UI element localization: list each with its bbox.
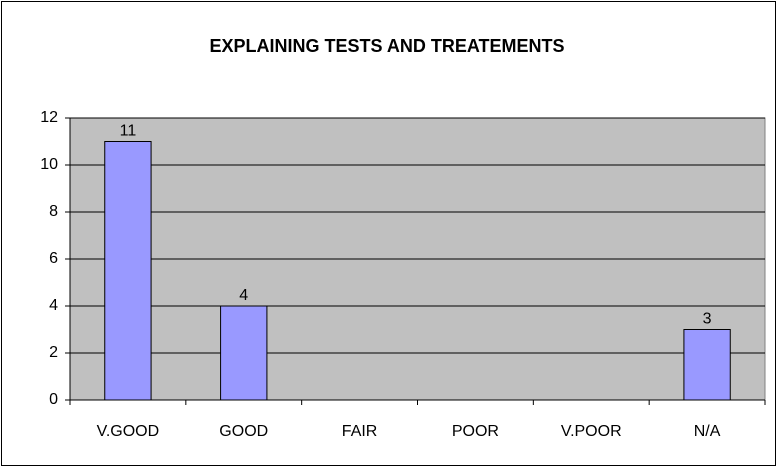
bar	[683, 329, 731, 401]
x-tick-label: POOR	[452, 423, 499, 440]
x-tick-label: FAIR	[342, 423, 378, 440]
y-tick-label: 12	[40, 109, 58, 126]
bar	[104, 141, 152, 401]
data-label: 3	[703, 311, 712, 328]
x-tick-label: V.POOR	[561, 423, 622, 440]
data-label: 11	[120, 123, 137, 140]
y-tick-label: 6	[49, 250, 58, 267]
x-tick-label: V.GOOD	[97, 423, 160, 440]
y-tick-label: 4	[49, 297, 58, 314]
data-label: 4	[239, 287, 248, 304]
bar	[220, 305, 268, 401]
chart-title: EXPLAINING TESTS AND TREATEMENTS	[209, 36, 564, 56]
x-tick-label: N/A	[694, 423, 721, 440]
y-tick-label: 10	[40, 156, 58, 173]
y-tick-label: 2	[49, 344, 58, 361]
y-tick-label: 8	[49, 203, 58, 220]
x-tick-label: GOOD	[219, 423, 268, 440]
y-tick-label: 0	[49, 391, 58, 408]
